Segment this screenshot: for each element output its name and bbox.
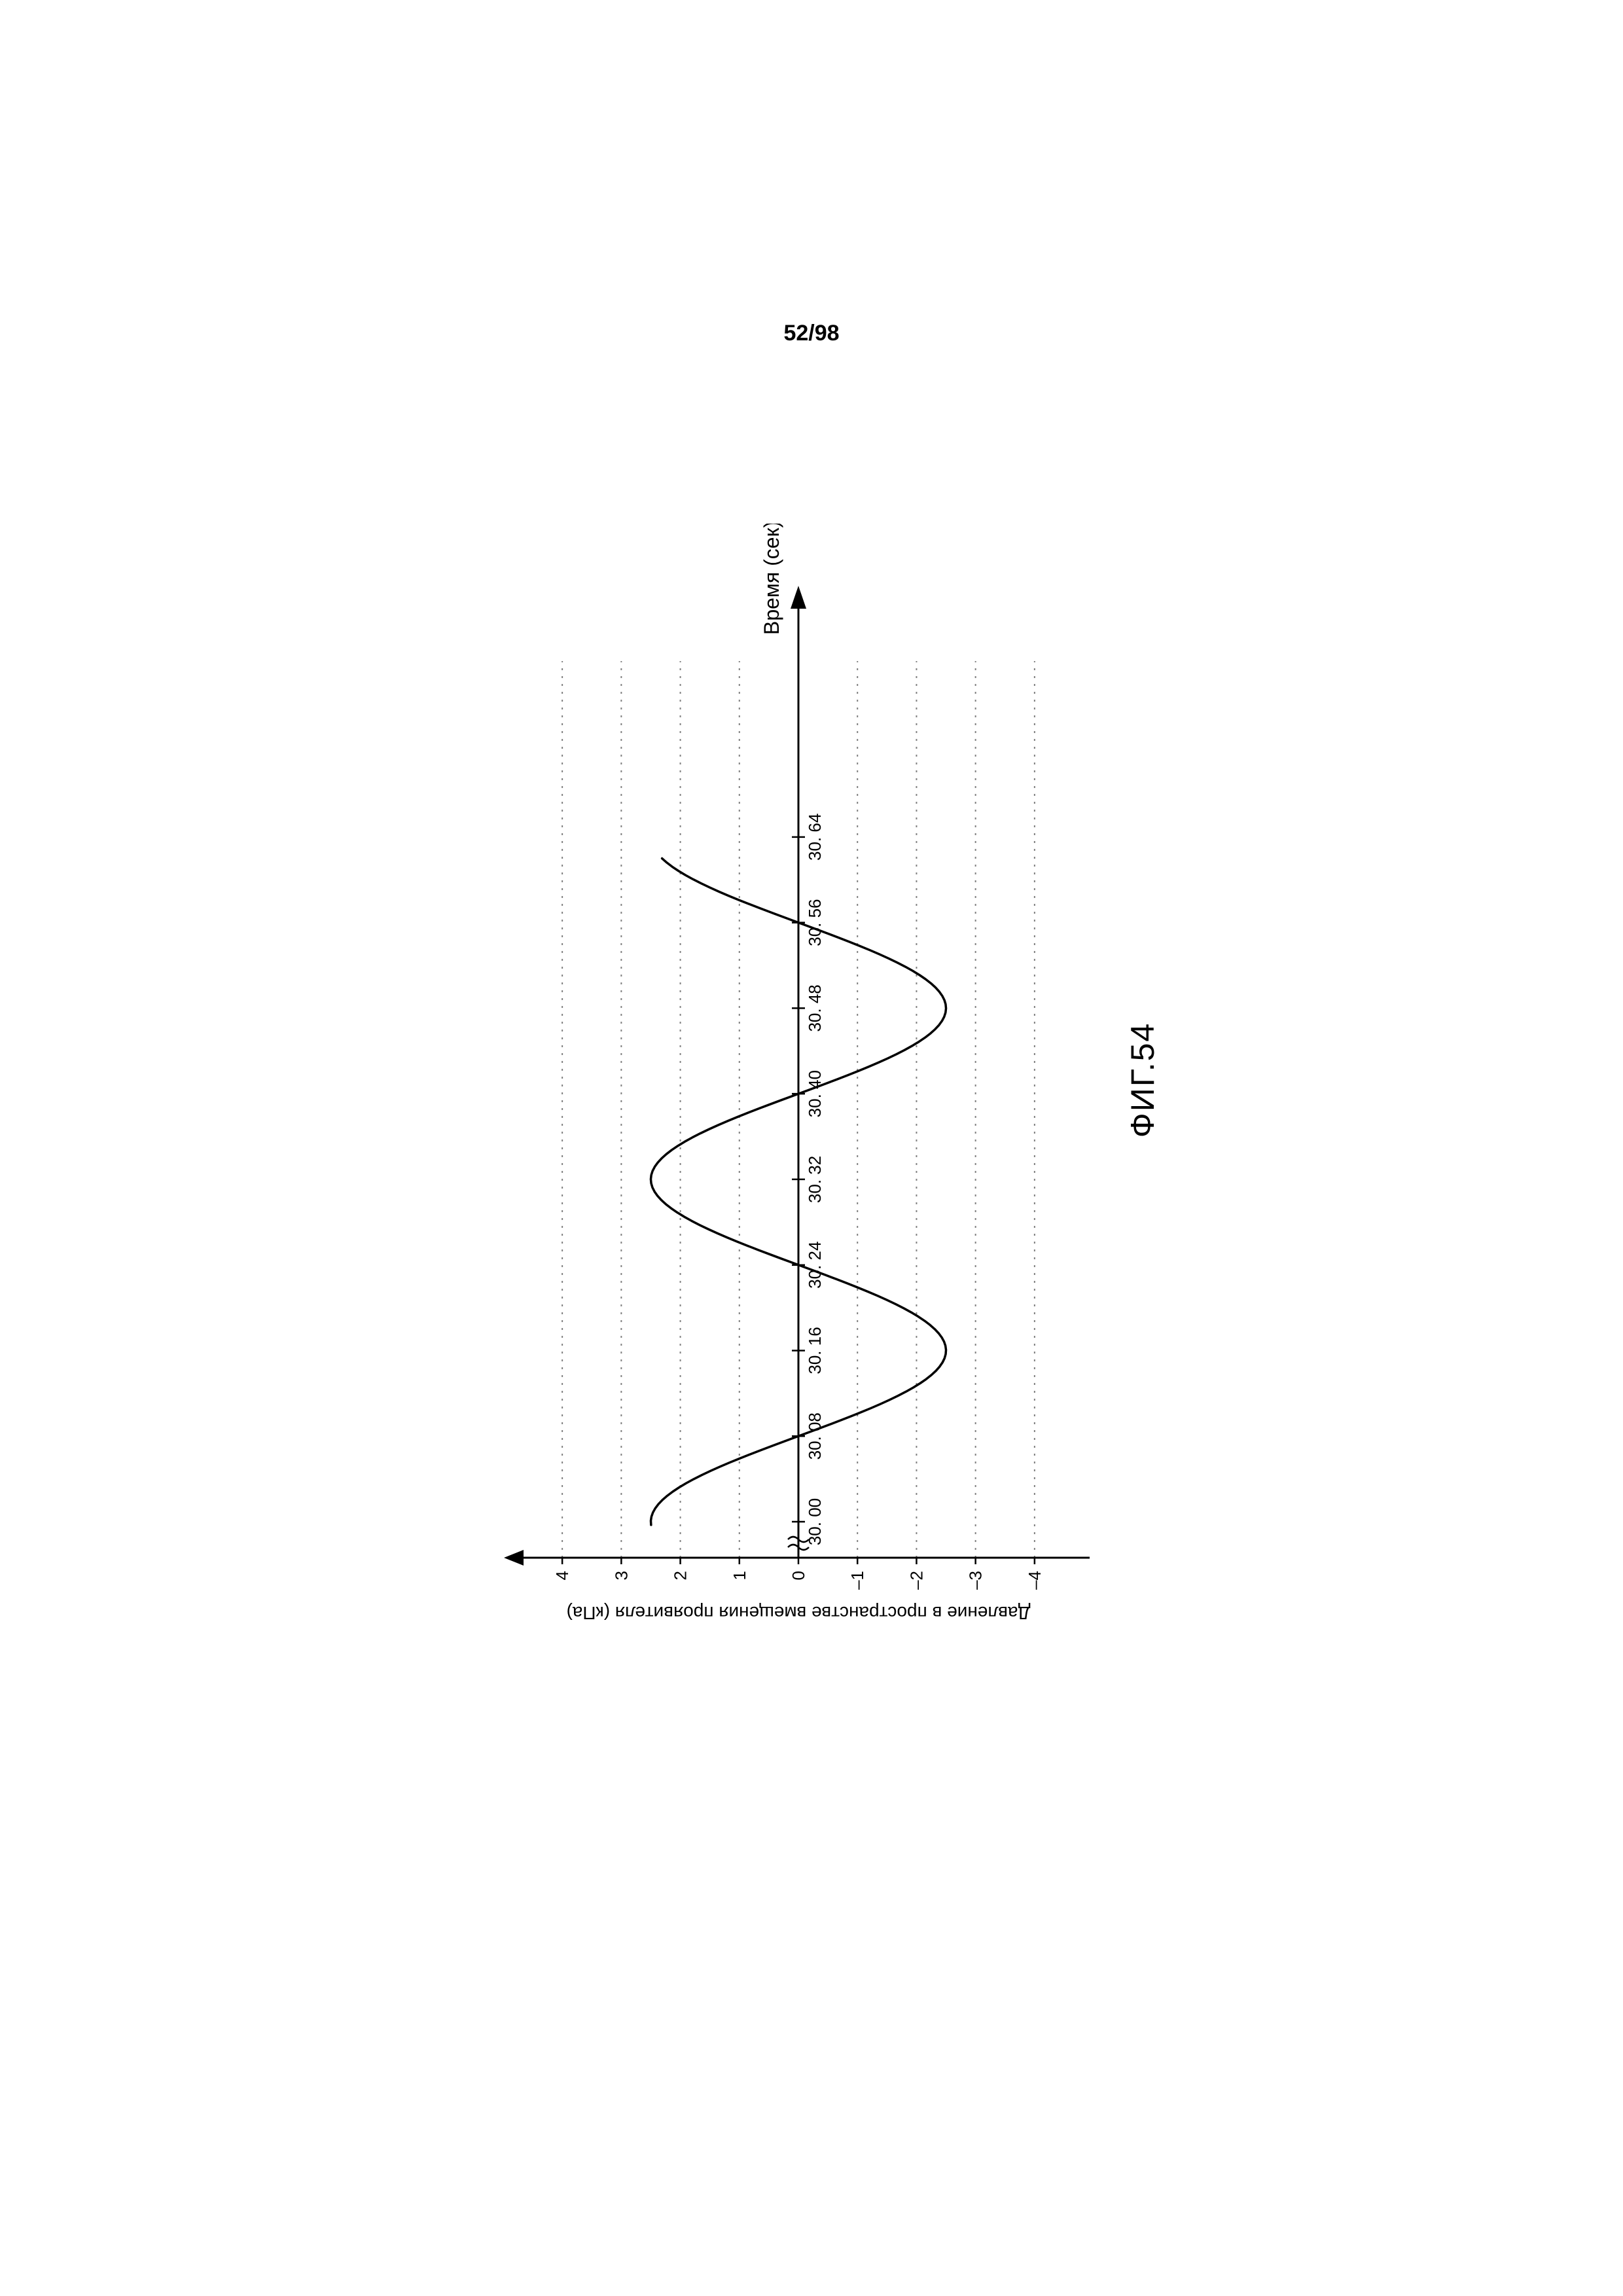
y-tick-label: 2 [671,1571,690,1580]
x-tick-label: 30. 32 [805,1156,825,1203]
x-tick-label: 30. 16 [805,1327,825,1374]
x-tick-label: 30. 40 [805,1070,825,1117]
x-tick-label: 30. 56 [805,899,825,946]
y-axis-arrow [504,1550,524,1566]
x-axis-label: Время (сек) [760,524,783,635]
y-tick-label: –1 [847,1571,867,1590]
x-tick-label: 30. 24 [805,1242,825,1289]
y-tick-label: –4 [1025,1571,1044,1590]
figure-label: ФИГ.54 [1124,1022,1162,1138]
x-tick-label: 30. 08 [805,1412,825,1460]
x-tick-label: 30. 48 [805,984,825,1031]
pressure-time-chart: –4 –3 –2 –1 0 1 2 3 4 30. 00 30. 08 30. 16 30. 24 30.… [501,524,1122,1636]
y-axis-label: Давление в пространстве вмещения проявит… [567,1603,1031,1623]
y-tick-label: 1 [730,1571,749,1580]
x-tick-label: 30. 00 [805,1498,825,1545]
page: 52/98 –4 –3 –2 –1 0 1 2 3 4 30. 00 30. 08 30. 16 30.… [0,0,1623,2296]
chart-svg: –4 –3 –2 –1 0 1 2 3 4 30. 00 30. 08 30. 16 30. 24 30.… [501,524,1122,1636]
y-tick-label: 3 [611,1571,631,1580]
x-axis-arrow [791,586,806,609]
y-tick-label: 4 [552,1571,572,1580]
y-tick-label: –3 [966,1571,986,1590]
page-number: 52/98 [783,321,839,346]
chart-rotated-container: –4 –3 –2 –1 0 1 2 3 4 30. 00 30. 08 30. 16 30. 24 30.… [501,524,1122,1636]
y-tick-label: –2 [906,1571,926,1590]
x-tick-label: 30. 64 [805,814,825,861]
y-tick-label: 0 [789,1571,808,1580]
